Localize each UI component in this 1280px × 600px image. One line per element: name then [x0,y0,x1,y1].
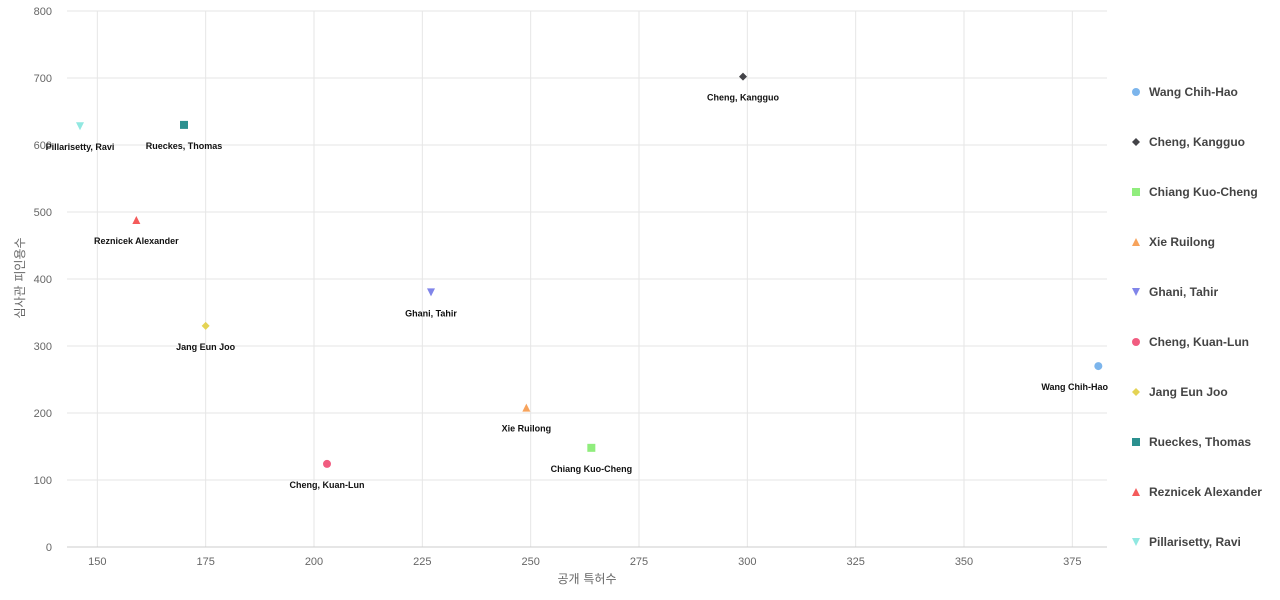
y-tick-label: 500 [34,207,52,219]
x-tick-label: 200 [305,556,323,568]
legend-item[interactable]: Rueckes, Thomas [1132,435,1251,449]
legend-label: Cheng, Kuan-Lun [1149,335,1249,349]
legend-item[interactable]: Chiang Kuo-Cheng [1132,185,1258,199]
legend-label: Cheng, Kangguo [1149,135,1245,149]
data-point-label: Xie Ruilong [502,424,552,434]
legend-label: Wang Chih-Hao [1149,85,1238,99]
y-tick-label: 300 [34,341,52,353]
data-point-marker [76,122,84,131]
legend-label: Chiang Kuo-Cheng [1149,185,1258,199]
data-point-marker [587,443,596,452]
data-point-marker [739,72,747,81]
y-axis-ticks: 0 100 200 300 400 500 600 700 800 [34,6,52,554]
legend-item[interactable]: Pillarisetty, Ravi [1132,535,1241,549]
data-point-marker [1094,362,1103,371]
series-point-group[interactable]: Xie Ruilong [502,403,552,434]
x-axis-title: 공개 특허수 [557,572,616,586]
series-point-group[interactable]: Rueckes, Thomas [146,120,223,151]
x-tick-label: 350 [955,556,973,568]
series-point-group[interactable]: Reznicek Alexander [94,216,179,246]
series-point-group[interactable]: Wang Chih-Hao [1041,362,1109,392]
legend-item[interactable]: Cheng, Kangguo [1132,135,1245,149]
legend-item[interactable]: Wang Chih-Hao [1132,85,1238,99]
series-point-group[interactable]: Pillarisetty, Ravi [46,122,115,152]
x-tick-label: 300 [738,556,756,568]
y-tick-label: 0 [46,542,52,554]
series-point-group[interactable]: Chiang Kuo-Cheng [551,443,633,474]
legend-label: Ghani, Tahir [1149,285,1218,299]
x-tick-label: 325 [846,556,864,568]
legend-label: Jang Eun Joo [1149,385,1228,399]
data-points: Wang Chih-Hao Cheng, Kangguo Chiang Kuo-Ch… [46,72,1109,490]
legend-marker [1132,138,1140,146]
legend-item[interactable]: Xie Ruilong [1132,235,1215,249]
legend: Wang Chih-Hao Cheng, Kangguo Chiang Kuo-Ch… [1132,85,1262,549]
legend-label: Pillarisetty, Ravi [1149,535,1241,549]
data-point-label: Jang Eun Joo [176,342,236,352]
y-tick-label: 200 [34,408,52,420]
legend-marker [1132,288,1140,296]
x-tick-label: 275 [630,556,648,568]
y-tick-label: 600 [34,140,52,152]
legend-label: Xie Ruilong [1149,235,1215,249]
legend-marker [1132,438,1140,446]
legend-label: Reznicek Alexander [1149,485,1262,499]
series-point-group[interactable]: Cheng, Kangguo [707,72,779,103]
legend-marker [1132,488,1140,496]
data-point-label: Wang Chih-Hao [1041,382,1108,392]
data-point-marker [323,459,331,468]
x-tick-label: 225 [413,556,431,568]
legend-item[interactable]: Cheng, Kuan-Lun [1132,335,1249,349]
legend-marker [1132,538,1140,546]
legend-marker [1132,388,1140,396]
grid-lines [67,10,1107,547]
data-point-label: Rueckes, Thomas [146,141,223,151]
data-point-marker [132,216,141,225]
x-tick-label: 150 [88,556,106,568]
x-axis-ticks: 150 175 200 225 250 275 300 325 350 375 [88,556,1081,568]
data-point-label: Chiang Kuo-Cheng [551,464,633,474]
x-tick-label: 375 [1063,556,1081,568]
legend-marker [1132,338,1140,346]
legend-label: Rueckes, Thomas [1149,435,1251,449]
y-tick-label: 100 [34,475,52,487]
legend-item[interactable]: Reznicek Alexander [1132,485,1262,499]
y-axis-title: 심사관 피인용수 [13,237,27,318]
data-point-marker [180,120,188,129]
series-point-group[interactable]: Cheng, Kuan-Lun [290,459,365,490]
series-point-group[interactable]: Ghani, Tahir [405,288,457,318]
series-point-group[interactable]: Jang Eun Joo [176,321,236,352]
x-tick-label: 250 [521,556,539,568]
data-point-label: Ghani, Tahir [405,308,457,318]
data-point-label: Pillarisetty, Ravi [46,142,115,152]
data-point-label: Reznicek Alexander [94,236,179,246]
legend-marker [1132,188,1140,196]
legend-marker [1132,238,1140,246]
y-tick-label: 400 [34,274,52,286]
legend-item[interactable]: Jang Eun Joo [1132,385,1228,399]
x-tick-label: 175 [196,556,214,568]
data-point-label: Cheng, Kuan-Lun [290,480,365,490]
legend-marker [1132,88,1140,96]
y-tick-label: 700 [34,73,52,85]
legend-item[interactable]: Ghani, Tahir [1132,285,1218,299]
data-point-marker [427,288,435,297]
data-point-label: Cheng, Kangguo [707,93,779,103]
data-point-marker [522,403,531,412]
y-tick-label: 800 [34,6,52,18]
data-point-marker [201,321,210,330]
